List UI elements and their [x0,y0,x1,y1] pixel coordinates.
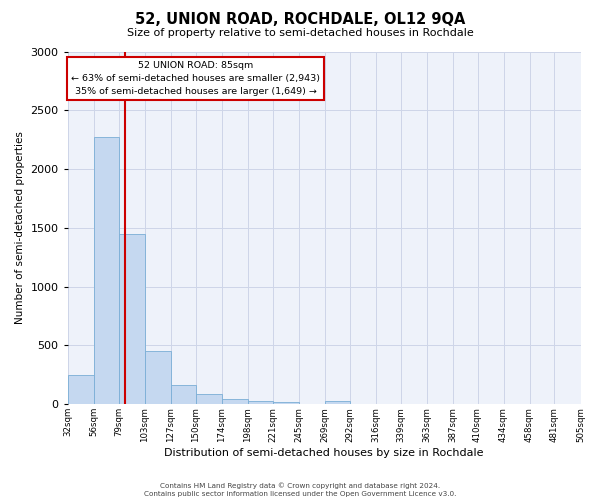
Text: Size of property relative to semi-detached houses in Rochdale: Size of property relative to semi-detach… [127,28,473,38]
X-axis label: Distribution of semi-detached houses by size in Rochdale: Distribution of semi-detached houses by … [164,448,484,458]
Bar [272,402,299,404]
Text: Contains public sector information licensed under the Open Government Licence v3: Contains public sector information licen… [144,491,456,497]
Bar [68,376,94,404]
Bar [221,399,248,404]
Text: 52, UNION ROAD, ROCHDALE, OL12 9QA: 52, UNION ROAD, ROCHDALE, OL12 9QA [135,12,465,28]
Y-axis label: Number of semi-detached properties: Number of semi-detached properties [15,132,25,324]
Text: 52 UNION ROAD: 85sqm
← 63% of semi-detached houses are smaller (2,943)
35% of se: 52 UNION ROAD: 85sqm ← 63% of semi-detac… [71,61,320,96]
Bar [145,351,171,405]
Bar [325,401,350,404]
Bar [94,138,119,404]
Bar [119,234,145,404]
Text: Contains HM Land Registry data © Crown copyright and database right 2024.: Contains HM Land Registry data © Crown c… [160,482,440,489]
Bar [196,394,221,404]
Bar [248,401,272,404]
Bar [171,386,196,404]
